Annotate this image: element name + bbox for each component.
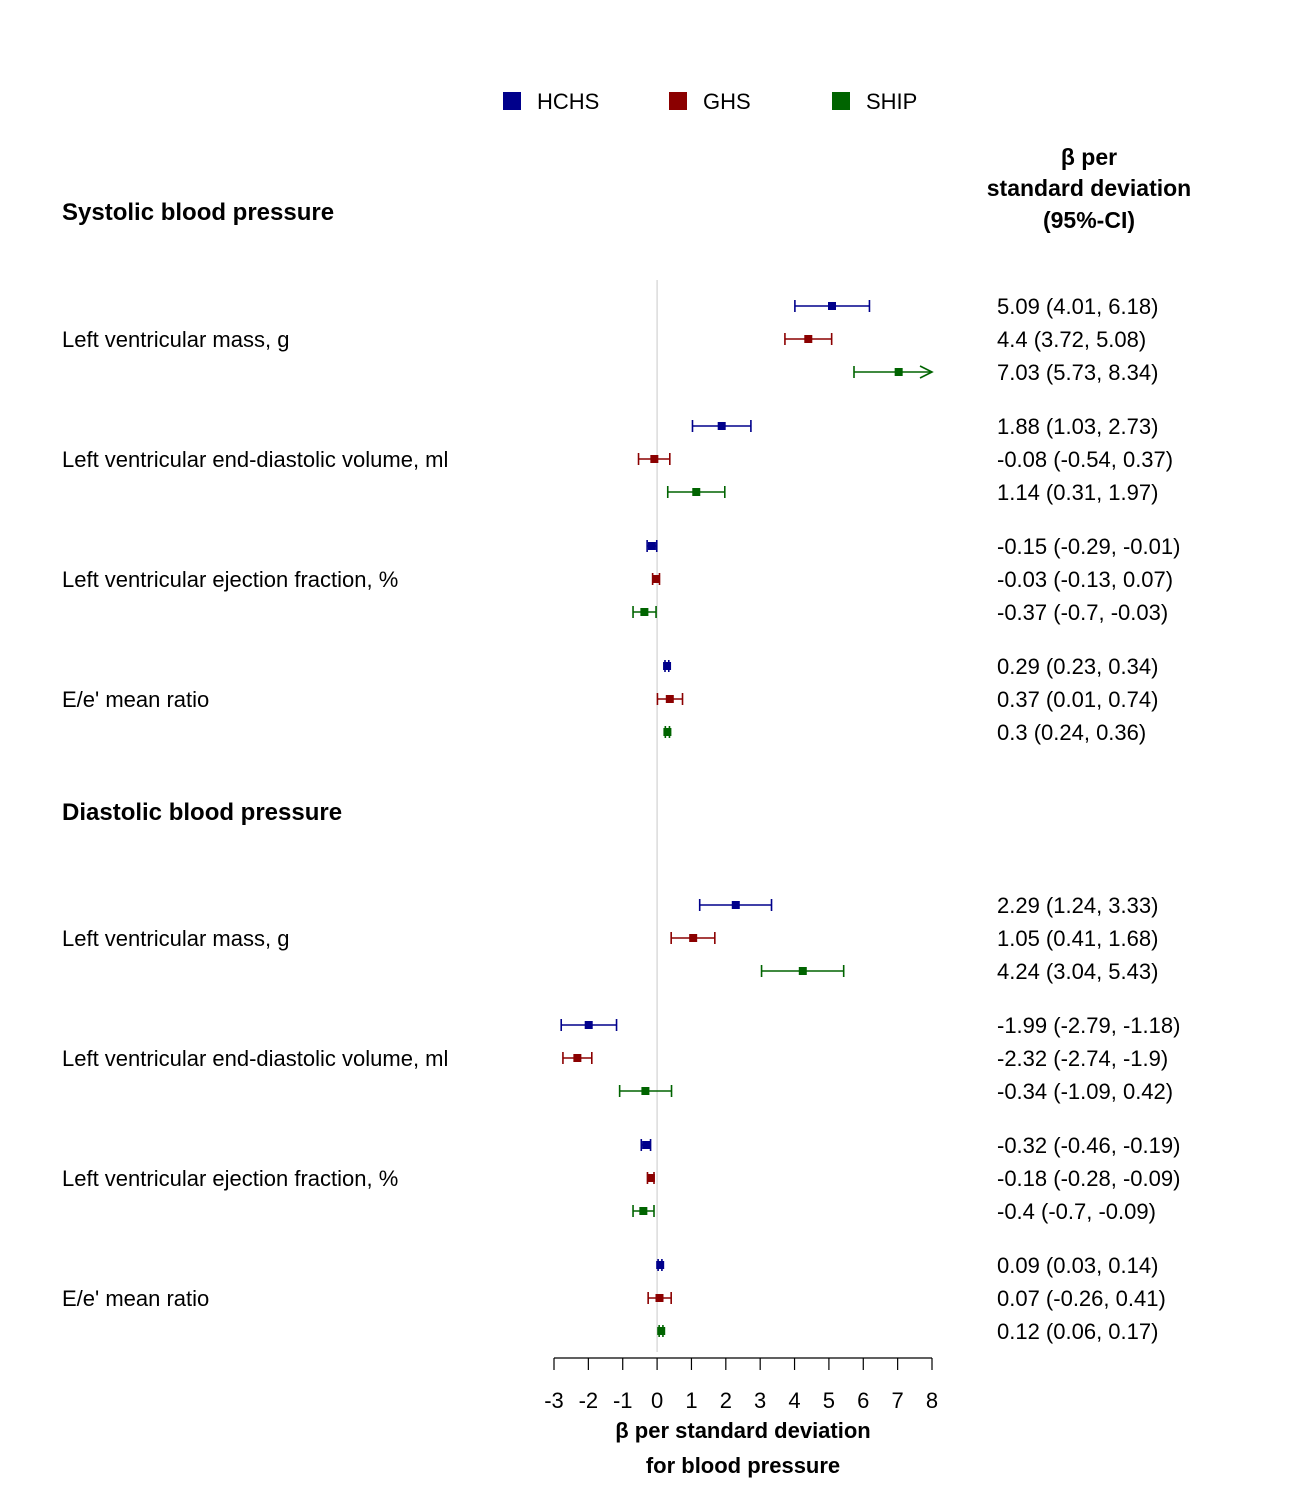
legend-label-hchs: HCHS bbox=[537, 89, 599, 114]
section-title: Diastolic blood pressure bbox=[62, 799, 342, 826]
x-tick-label: -1 bbox=[613, 1388, 633, 1413]
legend-label-ship: SHIP bbox=[866, 89, 917, 114]
point-estimate bbox=[573, 1054, 582, 1062]
point-estimate bbox=[692, 488, 701, 496]
ci-text: 2.29 (1.24, 3.33) bbox=[997, 893, 1158, 918]
x-tick-label: 2 bbox=[720, 1388, 732, 1413]
outcome-label: E/e' mean ratio bbox=[62, 687, 209, 712]
point-estimate bbox=[689, 934, 698, 942]
legend-swatch-ghs bbox=[669, 92, 687, 110]
point-estimate bbox=[584, 1021, 593, 1029]
x-tick-label: 0 bbox=[651, 1388, 663, 1413]
point-estimate bbox=[717, 422, 726, 430]
outcome-label: E/e' mean ratio bbox=[62, 1286, 209, 1311]
ci-text: -1.99 (-2.79, -1.18) bbox=[997, 1013, 1180, 1038]
ci-text: 7.03 (5.73, 8.34) bbox=[997, 360, 1158, 385]
ci-text: 4.4 (3.72, 5.08) bbox=[997, 327, 1146, 352]
ci-text: -0.08 (-0.54, 0.37) bbox=[997, 447, 1173, 472]
x-axis-title: for blood pressure bbox=[646, 1453, 840, 1478]
point-estimate bbox=[663, 662, 672, 670]
legend-swatch-ship bbox=[832, 92, 850, 110]
x-tick-label: 5 bbox=[823, 1388, 835, 1413]
ci-text: 0.09 (0.03, 0.14) bbox=[997, 1253, 1158, 1278]
ci-text: -0.37 (-0.7, -0.03) bbox=[997, 600, 1168, 625]
section-title: Systolic blood pressure bbox=[62, 199, 334, 226]
x-tick-label: -3 bbox=[544, 1388, 564, 1413]
ci-text: -2.32 (-2.74, -1.9) bbox=[997, 1046, 1168, 1071]
ci-text: -0.03 (-0.13, 0.07) bbox=[997, 567, 1173, 592]
ci-text: -0.4 (-0.7, -0.09) bbox=[997, 1199, 1156, 1224]
x-tick-label: 3 bbox=[754, 1388, 766, 1413]
point-estimate bbox=[665, 695, 674, 703]
outcome-label: Left ventricular mass, g bbox=[62, 926, 289, 951]
ci-text: 1.88 (1.03, 2.73) bbox=[997, 414, 1158, 439]
point-estimate bbox=[647, 542, 656, 550]
point-estimate bbox=[650, 455, 659, 463]
point-estimate bbox=[828, 302, 837, 310]
x-axis-title: β per standard deviation bbox=[615, 1418, 870, 1443]
ci-text: -0.34 (-1.09, 0.42) bbox=[997, 1079, 1173, 1104]
point-estimate bbox=[652, 575, 661, 583]
ci-arrow bbox=[919, 365, 934, 379]
x-tick-label: 6 bbox=[857, 1388, 869, 1413]
x-tick-label: 4 bbox=[788, 1388, 800, 1413]
point-estimate bbox=[639, 1207, 648, 1215]
column-header-line: standard deviation bbox=[987, 175, 1191, 201]
point-estimate bbox=[798, 967, 807, 975]
point-estimate bbox=[731, 901, 740, 909]
point-estimate bbox=[640, 608, 649, 616]
column-header-line: β per bbox=[1061, 144, 1117, 170]
ci-text: 0.29 (0.23, 0.34) bbox=[997, 654, 1158, 679]
outcome-label: Left ventricular end-diastolic volume, m… bbox=[62, 447, 448, 472]
x-tick-label: -2 bbox=[579, 1388, 599, 1413]
x-tick-label: 7 bbox=[892, 1388, 904, 1413]
ci-text: 1.14 (0.31, 1.97) bbox=[997, 480, 1158, 505]
ci-text: 1.05 (0.41, 1.68) bbox=[997, 926, 1158, 951]
ci-text: -0.32 (-0.46, -0.19) bbox=[997, 1133, 1180, 1158]
x-tick-label: 8 bbox=[926, 1388, 938, 1413]
point-estimate bbox=[656, 1261, 665, 1269]
ci-text: 0.3 (0.24, 0.36) bbox=[997, 720, 1146, 745]
ci-text: 0.12 (0.06, 0.17) bbox=[997, 1319, 1158, 1344]
point-estimate bbox=[894, 368, 903, 376]
ci-text: 0.37 (0.01, 0.74) bbox=[997, 687, 1158, 712]
ci-text: -0.15 (-0.29, -0.01) bbox=[997, 534, 1180, 559]
ci-text: 5.09 (4.01, 6.18) bbox=[997, 294, 1158, 319]
outcome-label: Left ventricular mass, g bbox=[62, 327, 289, 352]
outcome-label: Left ventricular ejection fraction, % bbox=[62, 1166, 398, 1191]
ci-text: -0.18 (-0.28, -0.09) bbox=[997, 1166, 1180, 1191]
ci-text: 0.07 (-0.26, 0.41) bbox=[997, 1286, 1166, 1311]
outcome-label: Left ventricular ejection fraction, % bbox=[62, 567, 398, 592]
point-estimate bbox=[804, 335, 813, 343]
point-estimate bbox=[642, 1141, 651, 1149]
x-tick-label: 1 bbox=[685, 1388, 697, 1413]
point-estimate bbox=[655, 1294, 664, 1302]
point-estimate bbox=[657, 1327, 666, 1335]
ci-text: 4.24 (3.04, 5.43) bbox=[997, 959, 1158, 984]
point-estimate bbox=[646, 1174, 655, 1182]
legend-swatch-hchs bbox=[503, 92, 521, 110]
column-header-line: (95%-CI) bbox=[1043, 207, 1135, 233]
point-estimate bbox=[663, 728, 672, 736]
outcome-label: Left ventricular end-diastolic volume, m… bbox=[62, 1046, 448, 1071]
legend-label-ghs: GHS bbox=[703, 89, 751, 114]
point-estimate bbox=[641, 1087, 650, 1095]
